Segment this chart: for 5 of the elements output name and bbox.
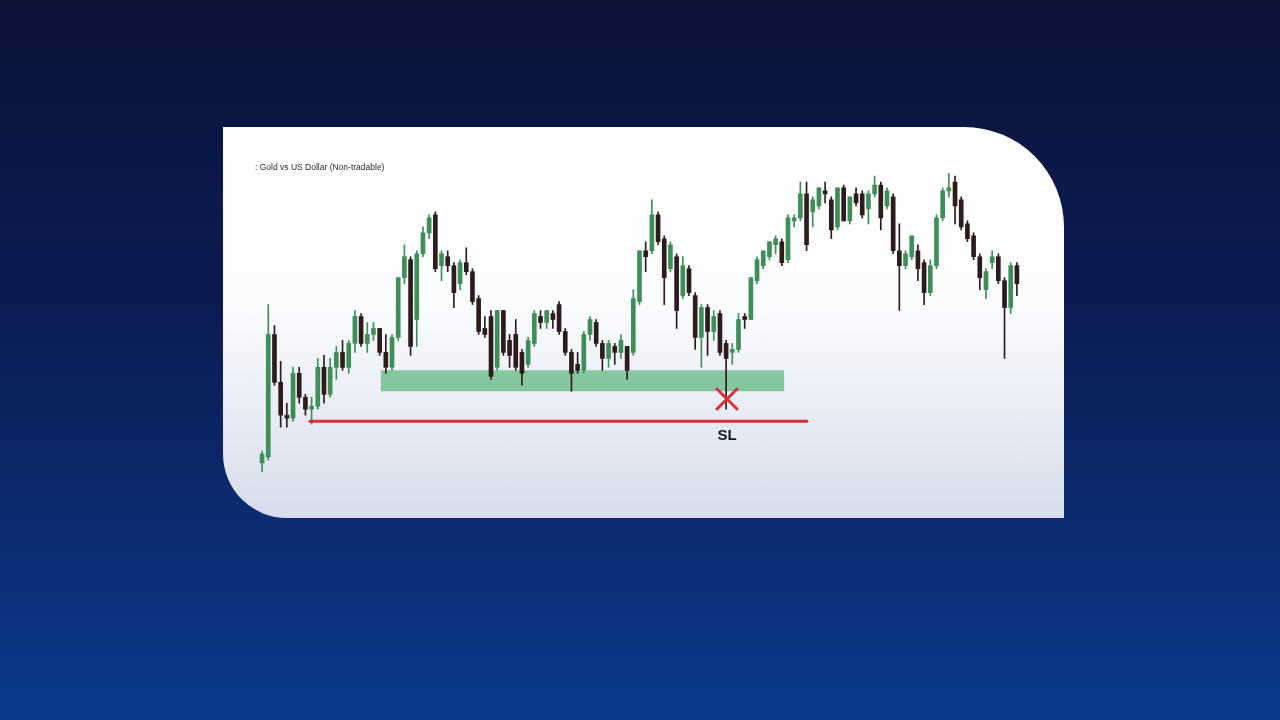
candlestick xyxy=(284,402,290,428)
chart-title: : Gold vs US Dollar (Non-tradable) xyxy=(255,162,385,172)
candlestick xyxy=(742,313,748,329)
candlestick xyxy=(643,241,649,272)
ref-line-label: SL xyxy=(717,425,737,443)
